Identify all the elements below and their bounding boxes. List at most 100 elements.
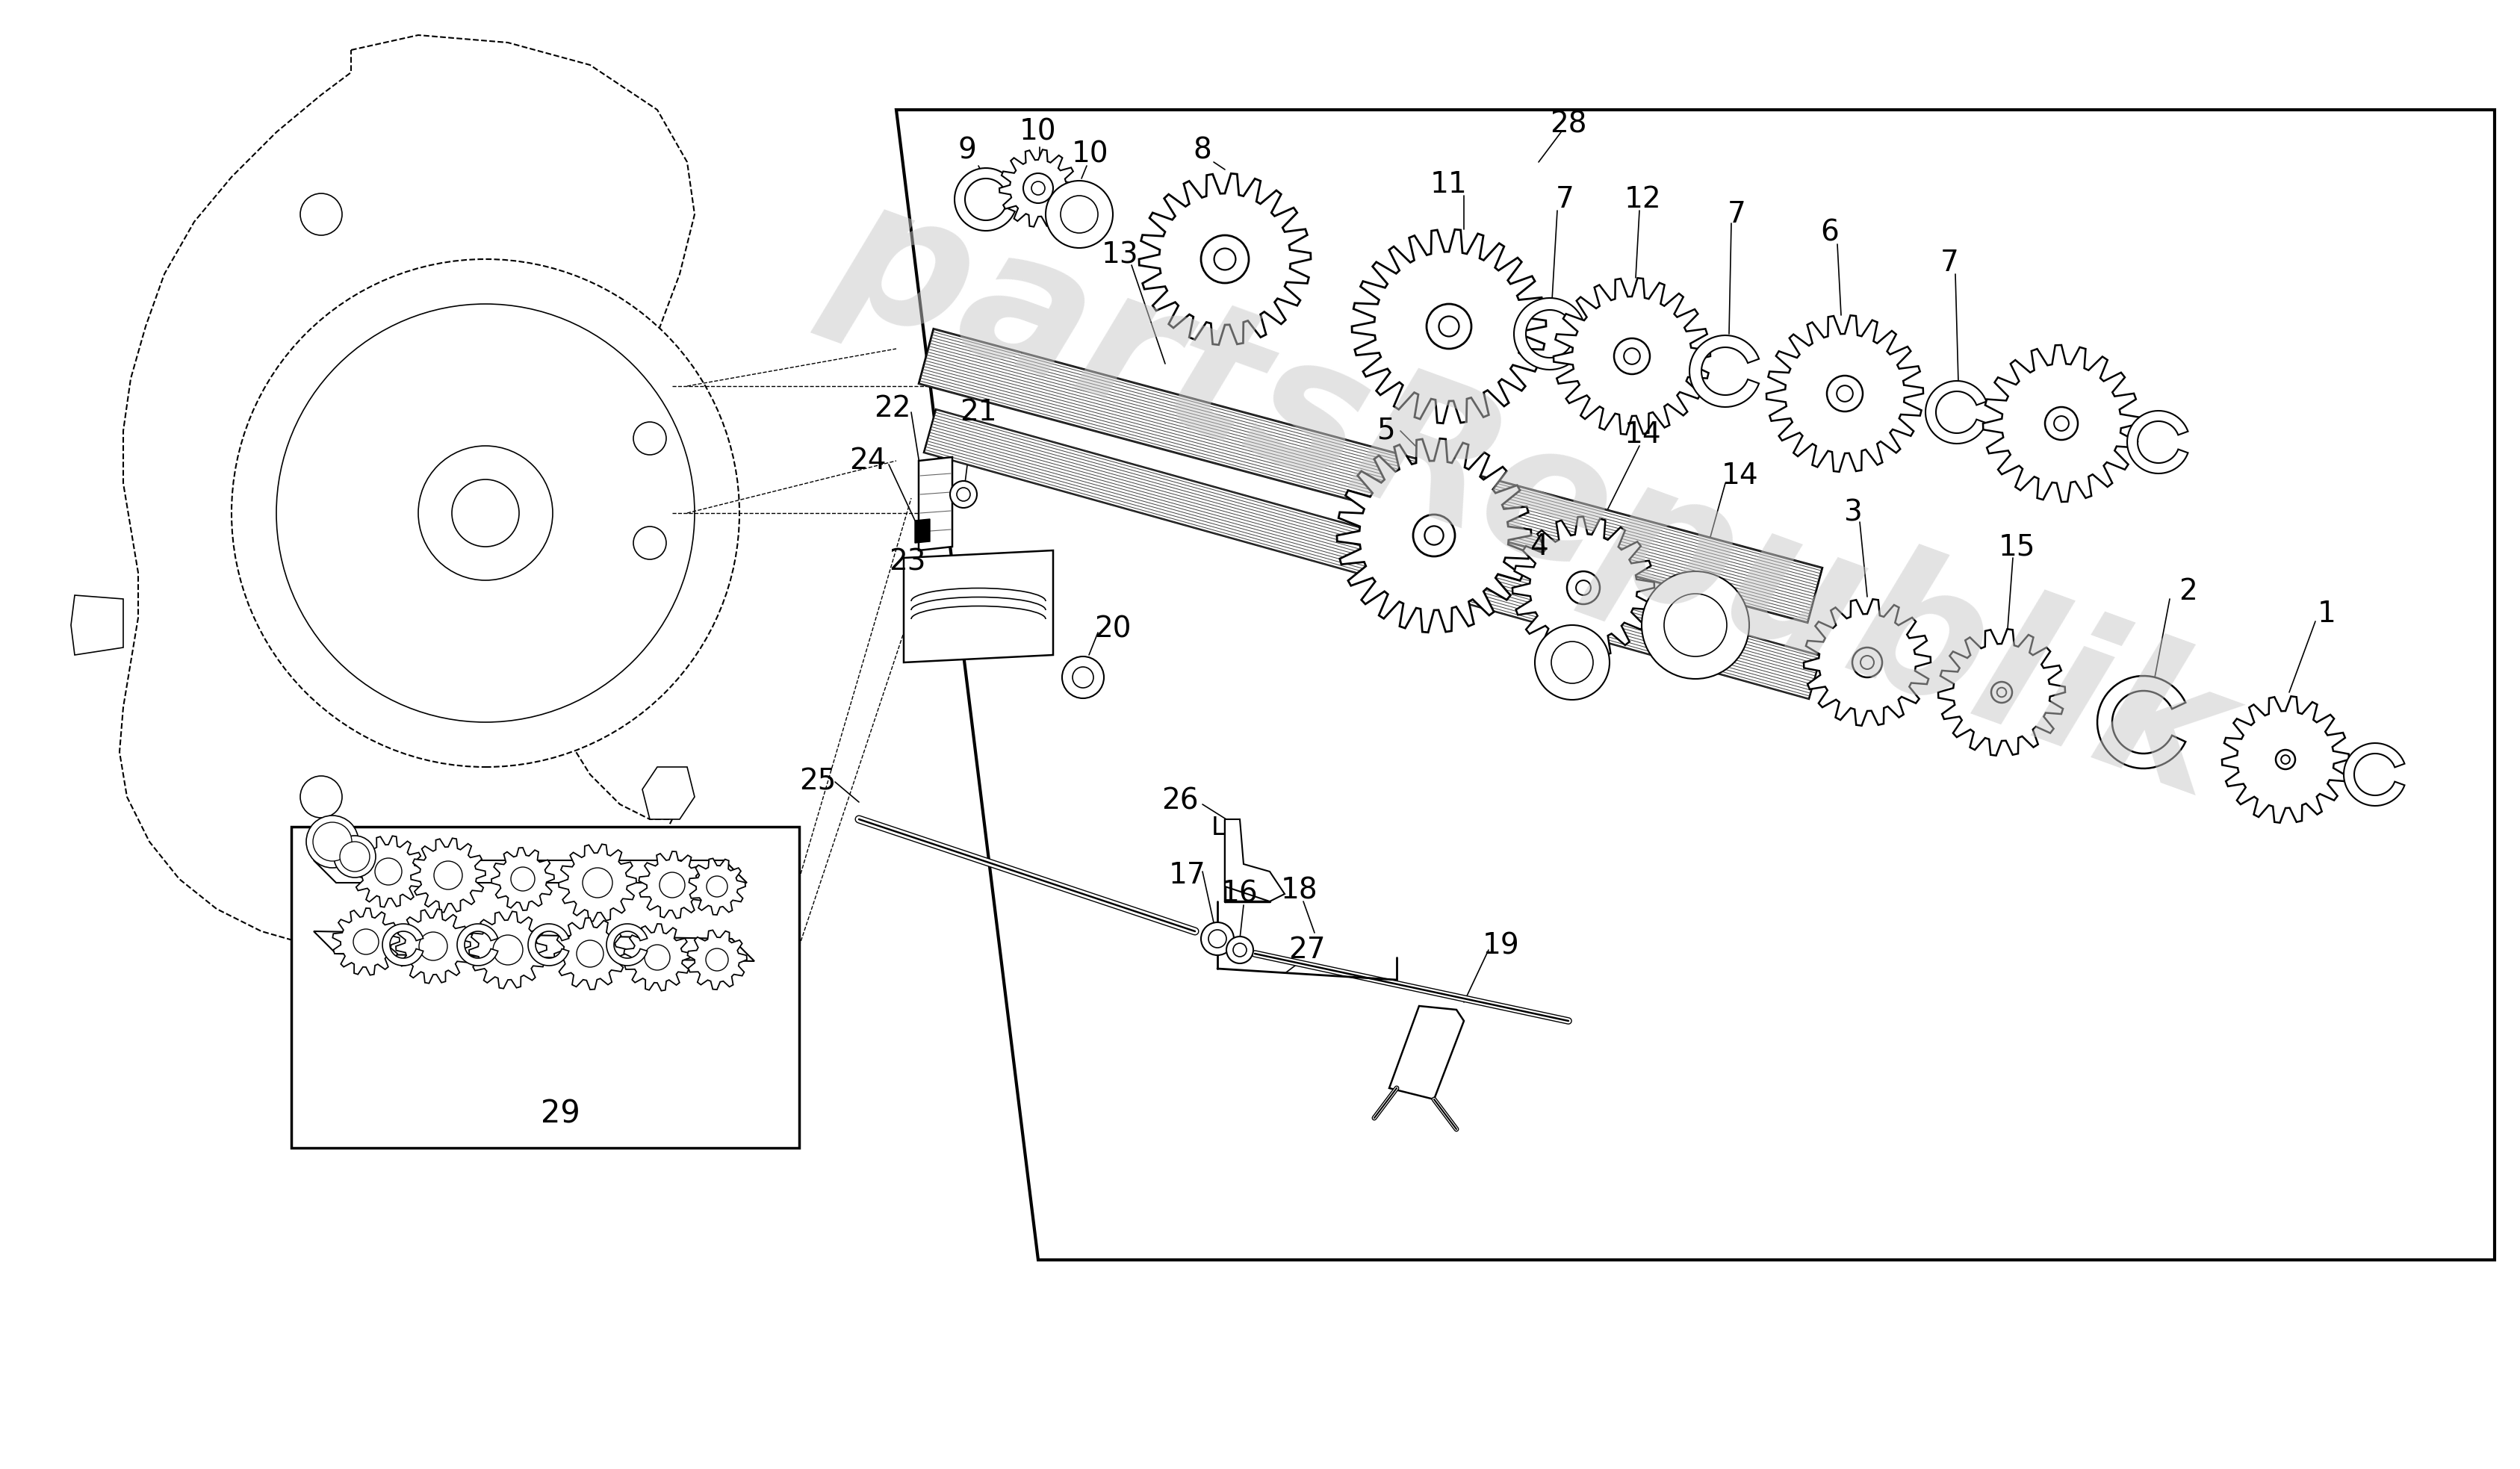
Polygon shape (312, 931, 753, 961)
Circle shape (1860, 655, 1875, 670)
Text: 13: 13 (1101, 241, 1139, 270)
Text: 16: 16 (1222, 880, 1257, 908)
Circle shape (1031, 182, 1046, 195)
Text: 26: 26 (1162, 786, 1200, 815)
Text: 27: 27 (1288, 936, 1326, 964)
Circle shape (1061, 195, 1099, 234)
Polygon shape (1139, 173, 1310, 345)
Circle shape (633, 422, 665, 455)
Text: 11: 11 (1431, 170, 1467, 198)
Text: 14: 14 (1625, 420, 1661, 450)
Text: 19: 19 (1482, 931, 1520, 961)
Circle shape (1414, 514, 1454, 557)
Circle shape (333, 836, 375, 877)
Polygon shape (1512, 517, 1653, 658)
Polygon shape (559, 845, 638, 921)
Text: 23: 23 (890, 548, 925, 576)
Polygon shape (1351, 229, 1547, 423)
Circle shape (277, 304, 696, 723)
Polygon shape (1552, 278, 1711, 435)
Polygon shape (1688, 335, 1759, 407)
Text: 12: 12 (1625, 185, 1661, 213)
Circle shape (1827, 376, 1862, 411)
Text: 7: 7 (1555, 185, 1575, 213)
FancyBboxPatch shape (292, 827, 799, 1147)
Circle shape (1046, 181, 1114, 248)
Text: L: L (1212, 815, 1225, 840)
Circle shape (232, 259, 738, 767)
Circle shape (2281, 755, 2291, 764)
Circle shape (451, 479, 519, 546)
Polygon shape (2097, 676, 2185, 768)
Text: 17: 17 (1169, 861, 1207, 889)
Circle shape (1837, 385, 1852, 401)
Circle shape (333, 905, 413, 987)
Circle shape (340, 842, 370, 871)
Circle shape (1074, 667, 1094, 687)
Text: 6: 6 (1819, 219, 1840, 247)
Polygon shape (625, 924, 690, 990)
Circle shape (1227, 937, 1252, 964)
Polygon shape (920, 457, 953, 551)
Circle shape (512, 867, 534, 892)
Circle shape (1424, 526, 1444, 545)
Polygon shape (925, 410, 1822, 699)
Polygon shape (1938, 629, 2066, 755)
Circle shape (2044, 407, 2079, 439)
Circle shape (1623, 348, 1641, 364)
Polygon shape (688, 858, 746, 915)
Polygon shape (71, 595, 123, 655)
Polygon shape (643, 767, 696, 820)
Polygon shape (915, 519, 930, 544)
Circle shape (1426, 304, 1472, 348)
Text: 1: 1 (2318, 599, 2336, 629)
Text: 29: 29 (539, 1099, 580, 1130)
Polygon shape (2223, 696, 2349, 823)
Circle shape (1567, 571, 1600, 604)
Circle shape (1552, 642, 1593, 683)
Circle shape (645, 945, 670, 970)
Circle shape (2054, 416, 2069, 430)
Polygon shape (640, 852, 706, 918)
Polygon shape (1804, 599, 1930, 726)
Circle shape (1852, 648, 1882, 677)
Circle shape (706, 876, 728, 898)
Polygon shape (1767, 316, 1923, 472)
Circle shape (307, 815, 358, 868)
Text: 5: 5 (1376, 417, 1394, 445)
Polygon shape (469, 911, 547, 989)
Text: 10: 10 (1071, 141, 1109, 169)
Circle shape (353, 928, 378, 955)
Circle shape (633, 526, 665, 560)
Polygon shape (688, 930, 746, 990)
Polygon shape (383, 924, 423, 965)
Polygon shape (955, 167, 1016, 231)
Polygon shape (353, 836, 423, 908)
Circle shape (1232, 943, 1247, 956)
Polygon shape (118, 35, 696, 961)
Text: 18: 18 (1280, 876, 1318, 905)
Circle shape (1202, 235, 1250, 284)
Polygon shape (897, 110, 2495, 1260)
Circle shape (433, 861, 461, 889)
Polygon shape (333, 908, 401, 975)
Text: 3: 3 (1842, 499, 1862, 527)
Text: 15: 15 (1998, 532, 2036, 561)
Text: 25: 25 (799, 768, 837, 796)
Circle shape (958, 488, 970, 501)
Circle shape (418, 931, 449, 961)
Circle shape (1575, 580, 1590, 595)
Circle shape (2276, 749, 2296, 770)
Text: 10: 10 (1021, 118, 1056, 147)
Text: 28: 28 (1550, 110, 1588, 140)
Polygon shape (1000, 150, 1076, 226)
Text: 14: 14 (1721, 461, 1759, 491)
Polygon shape (2344, 743, 2404, 806)
Circle shape (582, 868, 612, 898)
Polygon shape (491, 848, 554, 911)
Circle shape (1991, 682, 2011, 702)
Circle shape (1613, 338, 1651, 375)
Text: 4: 4 (1530, 532, 1547, 561)
Circle shape (1023, 173, 1053, 203)
Text: 7: 7 (1940, 248, 1958, 278)
